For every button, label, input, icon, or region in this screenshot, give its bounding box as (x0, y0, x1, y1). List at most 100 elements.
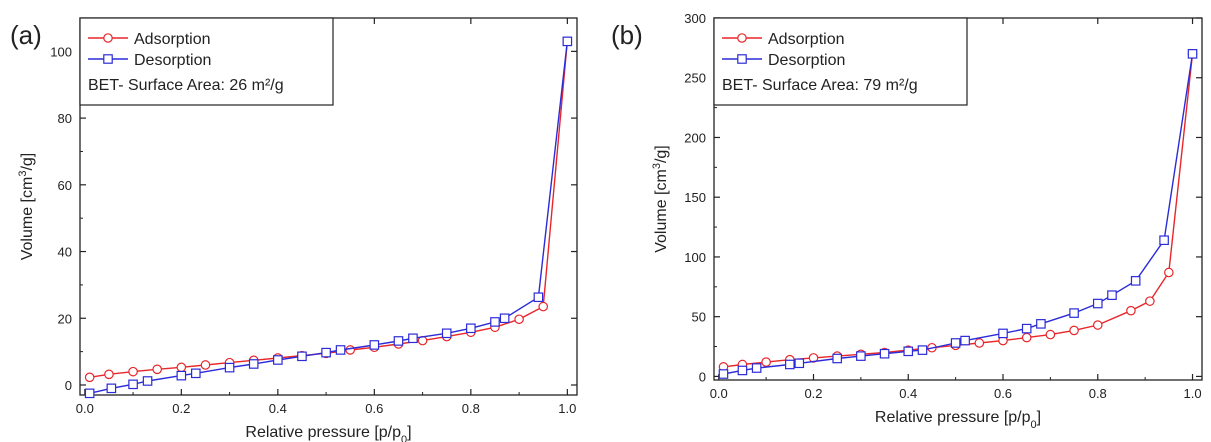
desorption-point (1187, 49, 1198, 59)
x-axis-title-b: Relative pressure [p/p0] (875, 409, 1041, 431)
y-axis-title-sup-a: 3 (17, 171, 29, 177)
legend-marker-adsorption-a (103, 33, 113, 43)
y-tick-label-a: 0 (65, 378, 72, 393)
x-tick-label-b: 0.0 (710, 386, 728, 401)
desorption-point (950, 338, 961, 348)
legend-label-desorption-a: Desorption (134, 52, 211, 69)
bet-surface-area-annotation-b: BET- Surface Area: 79 m²/g (722, 77, 918, 94)
desorption-point (191, 368, 201, 379)
desorption-point (490, 317, 500, 327)
legend-marker-adsorption-b (737, 33, 747, 43)
desorption-point (142, 376, 153, 386)
y-axis-title-b: Volume [cm3/g] (651, 145, 670, 253)
desorption-point (369, 340, 380, 350)
adsorption-point (104, 369, 114, 380)
desorption-point (832, 353, 842, 364)
adsorption-point (1164, 267, 1174, 278)
desorption-point (1036, 319, 1046, 329)
desorption-point (248, 359, 259, 369)
y-tick-label-a: 80 (58, 111, 72, 126)
y-tick-label-b: 200 (684, 130, 706, 145)
x-tick-label-a: 0.2 (172, 401, 190, 416)
x-axis-title-main-a: Relative pressure [p/p (245, 424, 401, 441)
x-tick-label-b: 0.8 (1089, 386, 1107, 401)
desorption-point (1021, 323, 1032, 334)
desorption-point (499, 313, 510, 324)
y-axis-title-main-b: Volume [cm (653, 169, 670, 253)
desorption-point (562, 36, 573, 47)
x-axis-title-main-b: Relative pressure [p/p (875, 409, 1031, 426)
adsorption-point (200, 360, 211, 370)
legend-box-b (713, 17, 968, 106)
desorption-point (917, 345, 928, 355)
y-axis-title-end-a: /g] (19, 153, 36, 171)
y-tick-label-b: 50 (692, 310, 706, 325)
adsorption-point (761, 357, 771, 367)
desorption-point (224, 362, 235, 373)
x-tick-label-b: 0.6 (994, 386, 1012, 401)
desorption-point (393, 336, 404, 346)
y-tick-label-a: 40 (58, 245, 72, 260)
adsorption-point (1045, 329, 1056, 340)
desorption-point (737, 365, 748, 376)
desorption-point (176, 370, 187, 381)
y-axis-title-a: Volume [cm3/g] (17, 153, 36, 261)
x-tick-label-a: 0.4 (269, 401, 287, 416)
adsorption-point (345, 345, 356, 355)
adsorption-point (176, 362, 187, 373)
desorption-point (856, 351, 866, 361)
desorption-point (1130, 276, 1141, 286)
x-tick-label-a: 0.8 (462, 401, 480, 416)
desorption-point (718, 369, 729, 379)
y-tick-label-a: 20 (58, 311, 72, 326)
desorption-point (466, 323, 476, 334)
x-axis-title-end-a: ] (407, 424, 411, 441)
y-tick-label-b: 150 (684, 190, 706, 205)
desorption-point (273, 355, 283, 365)
y-axis-title-sup-b: 3 (651, 163, 663, 169)
adsorption-point (538, 301, 549, 312)
desorption-point (321, 347, 331, 358)
adsorption-point (1092, 320, 1103, 330)
desorption-point (335, 345, 346, 355)
adsorption-point (128, 366, 138, 377)
desorption-point (533, 292, 544, 303)
panel-label-a: (a) (10, 20, 42, 50)
adsorption-point (152, 364, 163, 375)
desorption-point (751, 363, 762, 373)
desorption-point (1069, 308, 1079, 318)
chart-panel-a: (a) 0.0 0.2 0.4 0.6 0.8 1.0 0 20 40 60 80 100 Relativ… (0, 0, 605, 442)
x-axis-title-a: Relative pressure [p/p0] (245, 424, 411, 442)
x-tick-label-a: 0.6 (365, 401, 383, 416)
chart-panel-b: (b) 0.0 0.2 0.4 0.6 0.8 1.0 0 50 100 150 200 250 300 R… (606, 0, 1211, 442)
adsorption-point (974, 338, 985, 348)
desorption-point (1092, 298, 1103, 309)
adsorption-point (514, 314, 524, 325)
x-tick-label-b: 0.2 (804, 386, 822, 401)
chart-b-svg: (b) 0.0 0.2 0.4 0.6 0.8 1.0 0 50 100 150 200 250 300 R… (611, 11, 1203, 431)
y-tick-label-b: 0 (699, 369, 706, 384)
bet-surface-area-annotation-a: BET- Surface Area: 26 m²/g (88, 77, 284, 94)
desorption-point (903, 346, 914, 357)
y-tick-label-a: 60 (58, 178, 72, 193)
adsorption-point (1145, 296, 1155, 306)
desorption-point (128, 379, 138, 390)
adsorption-point (1069, 325, 1079, 336)
legend-label-desorption-b: Desorption (768, 52, 845, 69)
y-tick-label-a: 100 (50, 44, 72, 59)
desorption-point (998, 328, 1008, 339)
desorption-point (1107, 290, 1117, 300)
adsorption-point (1021, 332, 1032, 343)
desorption-point (408, 333, 418, 344)
desorption-point (1159, 235, 1169, 246)
y-tick-label-b: 100 (684, 250, 706, 265)
x-tick-label-a: 1.0 (558, 401, 576, 416)
desorption-point (794, 358, 805, 369)
desorption-point (84, 388, 95, 399)
legend-marker-desorption-b (737, 54, 747, 64)
x-tick-label-b: 0.4 (899, 386, 917, 401)
desorption-point (879, 348, 890, 359)
chart-a-svg: (a) 0.0 0.2 0.4 0.6 0.8 1.0 0 20 40 60 80 100 Relativ… (10, 17, 578, 442)
x-tick-label-b: 1.0 (1183, 386, 1201, 401)
y-axis-title-main-a: Volume [cm (19, 177, 36, 261)
